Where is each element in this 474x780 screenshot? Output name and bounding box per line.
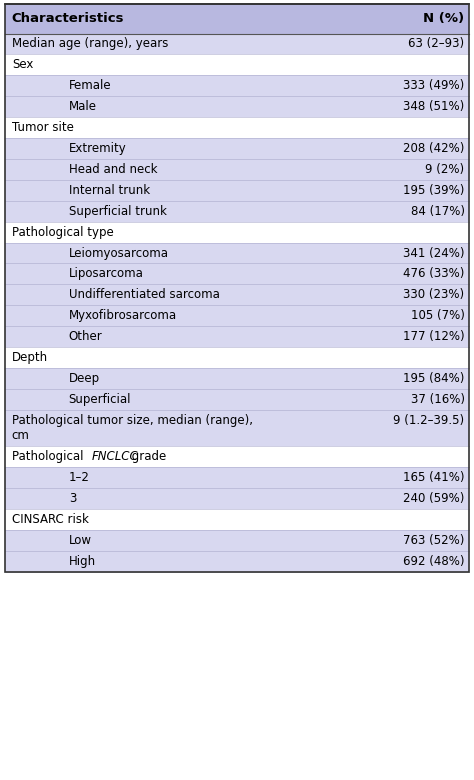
Bar	[5, 243, 469, 264]
Text: 177 (12%): 177 (12%)	[403, 330, 465, 343]
Text: Female: Female	[69, 80, 111, 92]
Text: Median age (range), years: Median age (range), years	[12, 37, 168, 51]
Bar	[5, 488, 469, 509]
Bar	[5, 96, 469, 117]
Text: Depth: Depth	[12, 351, 48, 364]
Bar	[5, 222, 469, 243]
Text: Superficial: Superficial	[69, 393, 131, 406]
Bar	[5, 410, 469, 446]
Text: Low: Low	[69, 534, 92, 547]
Bar	[5, 368, 469, 389]
Bar	[5, 509, 469, 530]
Text: grade: grade	[128, 450, 167, 463]
Bar	[5, 55, 469, 76]
Text: 165 (41%): 165 (41%)	[403, 471, 465, 484]
Text: cm: cm	[12, 430, 30, 442]
Text: 692 (48%): 692 (48%)	[403, 555, 465, 568]
Text: Undifferentiated sarcoma: Undifferentiated sarcoma	[69, 289, 219, 301]
Bar	[5, 4, 469, 572]
Text: Myxofibrosarcoma: Myxofibrosarcoma	[69, 309, 177, 322]
Bar	[5, 264, 469, 285]
Text: Characteristics: Characteristics	[12, 12, 124, 25]
Text: 9 (2%): 9 (2%)	[425, 163, 465, 176]
Bar	[5, 200, 469, 222]
Text: 1–2: 1–2	[69, 471, 90, 484]
Bar	[5, 446, 469, 467]
Text: FNCLCC: FNCLCC	[91, 450, 138, 463]
Bar	[5, 347, 469, 368]
Bar	[5, 4, 469, 34]
Text: High: High	[69, 555, 96, 568]
Bar	[5, 76, 469, 96]
Text: 84 (17%): 84 (17%)	[410, 204, 465, 218]
Text: Head and neck: Head and neck	[69, 163, 157, 176]
Text: 333 (49%): 333 (49%)	[403, 80, 465, 92]
Text: 3: 3	[69, 492, 76, 505]
Text: Liposarcoma: Liposarcoma	[69, 268, 144, 281]
Text: Internal trunk: Internal trunk	[69, 184, 150, 197]
Text: CINSARC risk: CINSARC risk	[12, 512, 89, 526]
Text: 348 (51%): 348 (51%)	[403, 100, 465, 113]
Bar	[5, 551, 469, 572]
Text: Tumor site: Tumor site	[12, 121, 74, 134]
Text: 195 (84%): 195 (84%)	[403, 372, 465, 385]
Bar	[5, 285, 469, 305]
Bar	[5, 34, 469, 55]
Text: 240 (59%): 240 (59%)	[403, 492, 465, 505]
Text: Pathological tumor size, median (range),: Pathological tumor size, median (range),	[12, 414, 253, 427]
Text: Sex: Sex	[12, 58, 33, 72]
Text: 341 (24%): 341 (24%)	[403, 246, 465, 260]
Bar	[5, 389, 469, 410]
Bar	[5, 305, 469, 326]
Text: 9 (1.2–39.5): 9 (1.2–39.5)	[393, 414, 465, 427]
Text: 63 (2–93): 63 (2–93)	[409, 37, 465, 51]
Text: 208 (42%): 208 (42%)	[403, 142, 465, 155]
Text: N (%): N (%)	[423, 12, 465, 25]
Bar	[5, 467, 469, 488]
Bar	[5, 159, 469, 180]
Text: 195 (39%): 195 (39%)	[403, 184, 465, 197]
Text: Pathological: Pathological	[12, 450, 87, 463]
Text: 763 (52%): 763 (52%)	[403, 534, 465, 547]
Text: Superficial trunk: Superficial trunk	[69, 204, 166, 218]
Text: Other: Other	[69, 330, 102, 343]
Text: 330 (23%): 330 (23%)	[403, 289, 465, 301]
Text: Male: Male	[69, 100, 97, 113]
Bar	[5, 326, 469, 347]
Bar	[5, 530, 469, 551]
Bar	[5, 117, 469, 138]
Bar	[5, 180, 469, 200]
Text: Leiomyosarcoma: Leiomyosarcoma	[69, 246, 169, 260]
Text: Pathological type: Pathological type	[12, 225, 114, 239]
Text: 37 (16%): 37 (16%)	[410, 393, 465, 406]
Text: Extremity: Extremity	[69, 142, 127, 155]
Text: 105 (7%): 105 (7%)	[410, 309, 465, 322]
Bar	[5, 138, 469, 159]
Text: Deep: Deep	[69, 372, 100, 385]
Text: 476 (33%): 476 (33%)	[403, 268, 465, 281]
